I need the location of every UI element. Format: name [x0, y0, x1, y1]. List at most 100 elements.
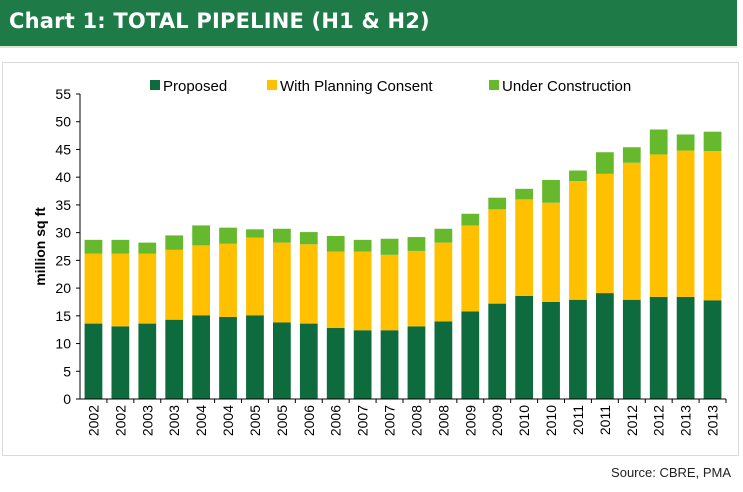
x-tick-label: 2005 [247, 405, 263, 436]
x-tick-label: 2013 [678, 405, 694, 436]
bar-segment-proposed [138, 323, 157, 399]
x-tick-label: 2008 [408, 405, 424, 436]
x-tick-label: 2013 [705, 405, 721, 436]
bar-segment-proposed [246, 315, 264, 399]
bar-segment-under-construction [434, 228, 453, 243]
bar-segment-with-planning-consent [488, 209, 507, 304]
y-axis-title: million sq ft [32, 207, 48, 286]
bar-segment-with-planning-consent [299, 244, 318, 324]
bar-segment-proposed [165, 319, 184, 399]
bar-segment-proposed [380, 330, 399, 399]
bar-segment-under-construction [219, 227, 237, 244]
bar-segment-with-planning-consent [219, 243, 237, 317]
x-tick-label: 2007 [382, 405, 398, 436]
bar-segment-under-construction [165, 235, 184, 250]
legend-label: With Planning Consent [280, 78, 433, 95]
bar-segment-under-construction [353, 239, 372, 252]
bar-segment-with-planning-consent [434, 242, 453, 322]
bar-segment-proposed [515, 295, 534, 399]
bar-segment-proposed [569, 299, 587, 399]
x-tick-label: 2007 [355, 405, 371, 436]
bar-segment-proposed [299, 323, 318, 399]
bar-segment-proposed [542, 301, 560, 399]
legend-swatch [267, 80, 277, 90]
bar-segment-with-planning-consent [111, 253, 130, 327]
bar-segment-proposed [703, 300, 722, 399]
bar-segment-under-construction [461, 213, 480, 226]
x-tick-label: 2005 [274, 405, 290, 436]
x-tick-label: 2006 [301, 405, 317, 436]
y-tick-label: 45 [55, 141, 71, 157]
bar-segment-proposed [272, 322, 291, 399]
bar-segment-with-planning-consent [542, 202, 560, 302]
bar-segment-proposed [676, 296, 695, 399]
x-tick-label: 2004 [220, 405, 236, 436]
bar-segment-under-construction [676, 134, 695, 151]
legend-swatch [150, 80, 160, 90]
bar-segment-proposed [407, 326, 426, 399]
y-tick-label: 20 [55, 280, 71, 296]
x-tick-label: 2008 [435, 405, 451, 436]
x-tick-label: 2010 [543, 405, 559, 436]
x-tick-label: 2002 [85, 405, 101, 436]
x-tick-label: 2009 [489, 405, 505, 436]
y-tick-label: 15 [55, 308, 71, 324]
bar-segment-proposed [488, 303, 507, 399]
chart-frame [2, 62, 739, 456]
bar-segment-with-planning-consent [649, 154, 668, 297]
bar-segment-under-construction [649, 129, 668, 155]
bar-segment-under-construction [595, 152, 614, 174]
bar-segment-proposed [434, 321, 453, 399]
bar-segment-proposed [326, 328, 345, 399]
bar-segment-proposed [622, 299, 641, 399]
bar-segment-proposed [461, 311, 480, 399]
bar-segment-proposed [219, 316, 237, 399]
x-tick-label: 2010 [516, 405, 532, 436]
legend-swatch [489, 80, 499, 90]
bar-segment-under-construction [299, 232, 318, 245]
y-tick-label: 5 [63, 363, 71, 379]
x-tick-label: 2012 [651, 405, 667, 436]
x-tick-label: 2004 [193, 405, 209, 436]
chart-title: Chart 1: TOTAL PIPELINE (H1 & H2) [9, 9, 430, 33]
bar-segment-with-planning-consent [272, 242, 291, 323]
legend-label: Under Construction [502, 78, 631, 95]
bar-segment-with-planning-consent [165, 249, 184, 320]
source-label: Source: [611, 465, 656, 480]
y-tick-label: 55 [55, 86, 71, 102]
bar-segment-proposed [111, 326, 130, 399]
bar-segment-with-planning-consent [515, 199, 534, 296]
bar-segment-with-planning-consent [353, 251, 372, 331]
x-tick-label: 2012 [624, 405, 640, 436]
y-tick-label: 30 [55, 225, 71, 241]
chart-header-bar: Chart 1: TOTAL PIPELINE (H1 & H2) [0, 0, 737, 48]
bar-segment-under-construction [111, 239, 130, 254]
y-tick-label: 35 [55, 197, 71, 213]
bar-segment-under-construction [326, 235, 345, 252]
x-tick-label: 2003 [166, 405, 182, 436]
bar-segment-with-planning-consent [192, 245, 211, 316]
x-tick-label: 2002 [112, 405, 128, 436]
bar-segment-with-planning-consent [569, 181, 587, 300]
y-tick-label: 0 [63, 391, 71, 407]
source-text: CBRE, PMA [659, 465, 731, 480]
bar-segment-proposed [84, 323, 103, 399]
bar-segment-with-planning-consent [246, 237, 264, 316]
x-tick-label: 2006 [328, 405, 344, 436]
bar-segment-under-construction [703, 131, 722, 152]
y-tick-label: 25 [55, 252, 71, 268]
bar-segment-under-construction [488, 197, 507, 210]
bar-segment-under-construction [542, 179, 560, 203]
y-tick-label: 10 [55, 336, 71, 352]
bar-segment-under-construction [138, 242, 157, 254]
bar-segment-with-planning-consent [407, 250, 426, 327]
bar-segment-under-construction [569, 170, 587, 182]
bar-segment-proposed [353, 330, 372, 399]
bar-segment-with-planning-consent [595, 173, 614, 294]
y-tick-label: 50 [55, 114, 71, 130]
bar-segment-under-construction [246, 229, 264, 238]
bar-segment-under-construction [380, 238, 399, 255]
bar-segment-with-planning-consent [703, 151, 722, 301]
bar-segment-with-planning-consent [84, 253, 103, 324]
